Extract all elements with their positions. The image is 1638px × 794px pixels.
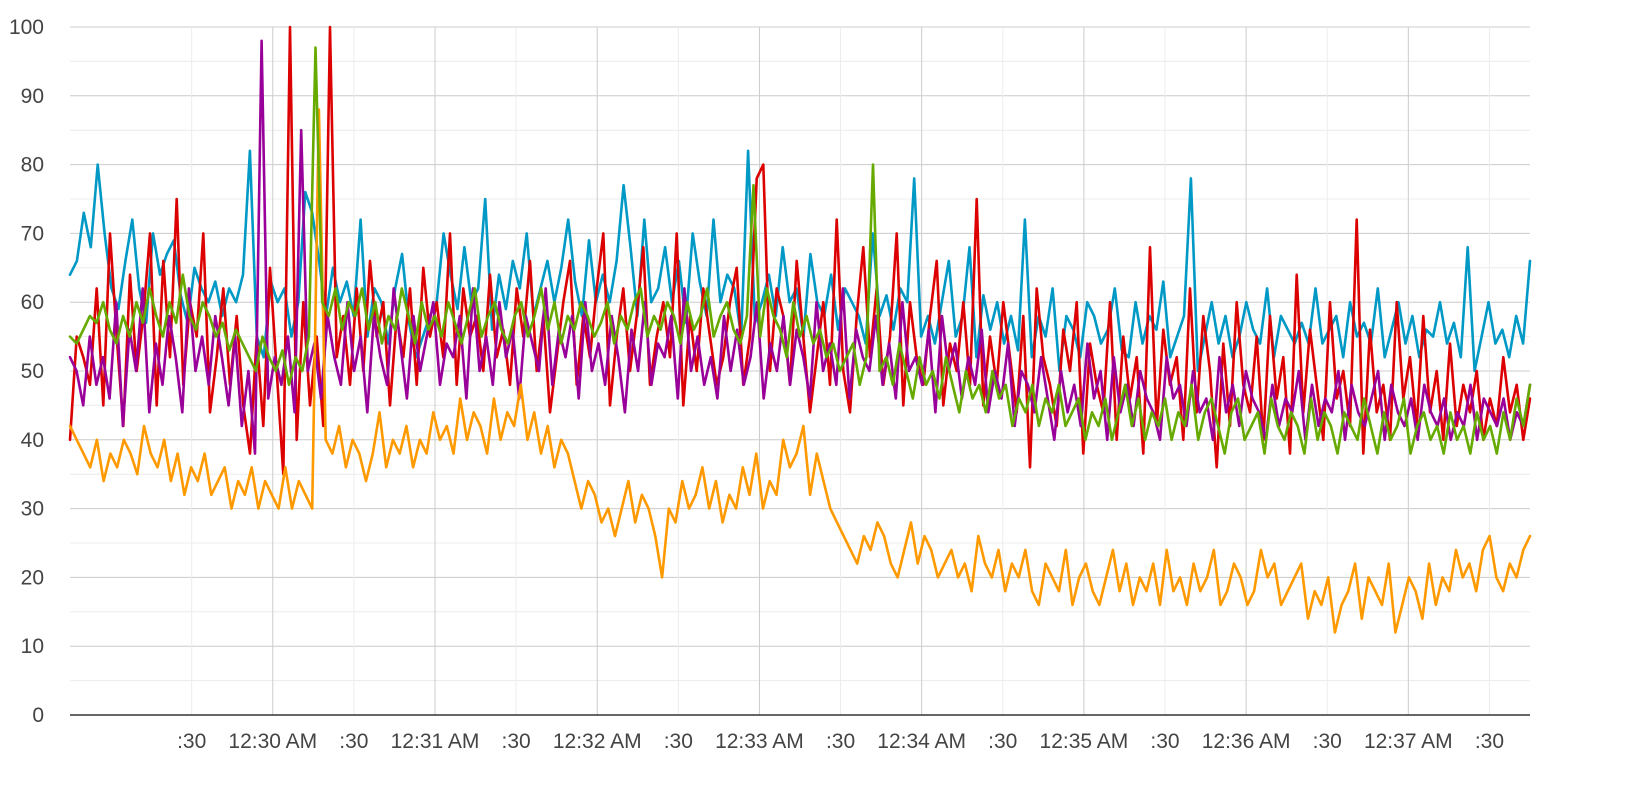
series-line-5 <box>68 46 1532 455</box>
x-tick-label: :30 <box>664 730 693 753</box>
y-tick-label: 0 <box>32 704 44 727</box>
x-tick-label: 12:34 AM <box>877 730 966 753</box>
y-axis-labels: 0 10 20 30 40 50 60 70 80 90 100 <box>9 16 44 727</box>
y-tick-label: 70 <box>21 222 44 245</box>
series-line-4 <box>68 108 1532 634</box>
x-tick-label: 12:30 AM <box>228 730 317 753</box>
y-tick-label: 80 <box>21 154 44 177</box>
x-tick-label: :30 <box>826 730 855 753</box>
x-tick-label: 12:36 AM <box>1202 730 1291 753</box>
y-tick-label: 90 <box>21 85 44 108</box>
x-tick-label: 12:33 AM <box>715 730 804 753</box>
x-tick-label: :30 <box>339 730 368 753</box>
x-tick-label: 12:37 AM <box>1364 730 1453 753</box>
x-tick-label: 12:31 AM <box>391 730 480 753</box>
y-tick-label: 50 <box>21 360 44 383</box>
y-tick-label: 60 <box>21 291 44 314</box>
x-tick-label: 12:32 AM <box>553 730 642 753</box>
x-tick-label: :30 <box>1150 730 1179 753</box>
y-tick-label: 20 <box>21 566 44 589</box>
y-tick-label: 40 <box>21 429 44 452</box>
series-lines <box>68 25 1532 634</box>
x-tick-label: :30 <box>502 730 531 753</box>
x-tick-label: :30 <box>1313 730 1342 753</box>
x-axis-labels: :30 12:30 AM :30 12:31 AM :30 12:32 AM :30 12:3… <box>177 730 1504 753</box>
x-tick-label: :30 <box>1475 730 1504 753</box>
x-tick-label: :30 <box>177 730 206 753</box>
x-tick-label: :30 <box>988 730 1017 753</box>
x-tick-label: 12:35 AM <box>1040 730 1129 753</box>
y-tick-label: 10 <box>21 635 44 658</box>
y-tick-label: 30 <box>21 498 44 521</box>
y-tick-label: 100 <box>9 16 44 39</box>
series-line-3 <box>68 39 1532 455</box>
